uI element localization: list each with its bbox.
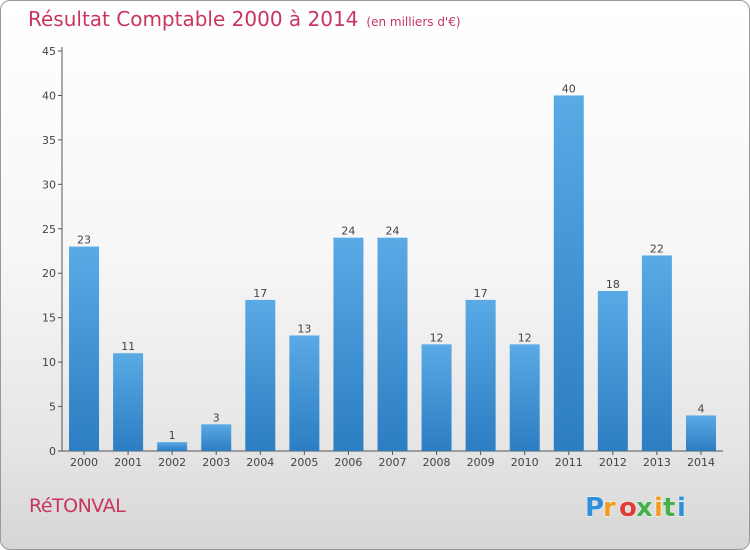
data-label-2014: 4: [697, 402, 704, 415]
data-label-2012: 18: [606, 278, 620, 291]
bar-2010: [509, 344, 540, 451]
logo-letter: P: [585, 493, 604, 523]
y-tick-label: 40: [42, 89, 56, 102]
x-tick-label: 2003: [202, 456, 230, 469]
data-label-2007: 24: [386, 225, 400, 238]
y-tick-label: 45: [42, 45, 56, 58]
bar-2004: [245, 299, 276, 451]
bar-2006: [333, 237, 364, 451]
bar-2013: [641, 255, 672, 451]
y-tick-label: 30: [42, 178, 56, 191]
data-label-2008: 12: [430, 331, 444, 344]
x-tick-label: 2007: [379, 456, 407, 469]
bar-2011: [553, 95, 584, 451]
commune-name: RéTONVAL: [29, 495, 126, 517]
bar-2009: [465, 299, 496, 451]
y-tick-label: 25: [42, 223, 56, 236]
bar-2000: [69, 246, 100, 451]
x-tick-label: 2002: [158, 456, 186, 469]
bar-2008: [421, 344, 452, 451]
data-label-2001: 11: [121, 340, 135, 353]
y-tick-label: 35: [42, 134, 56, 147]
bar-2012: [597, 291, 628, 451]
bar-2007: [377, 237, 408, 451]
y-tick-label: 5: [49, 401, 56, 414]
data-label-2000: 23: [77, 234, 91, 247]
x-tick-label: 2010: [511, 456, 539, 469]
bar-2005: [289, 335, 320, 451]
x-tick-label: 2001: [114, 456, 142, 469]
data-label-2003: 3: [213, 411, 220, 424]
x-tick-label: 2011: [555, 456, 583, 469]
bar-2003: [201, 424, 232, 451]
y-tick-label: 20: [42, 267, 56, 280]
data-label-2004: 17: [253, 287, 267, 300]
bar-2014: [685, 415, 716, 451]
bar-2002: [157, 442, 188, 451]
data-label-2013: 22: [650, 242, 664, 255]
x-tick-label: 2013: [643, 456, 671, 469]
bars: [69, 95, 716, 451]
x-tick-label: 2005: [290, 456, 318, 469]
axes: 0 5 10 15 20 25 30 35 40 45 2000 2001 2002 2003 2004 20…: [42, 45, 723, 469]
data-label-2010: 12: [518, 331, 532, 344]
y-tick-label: 0: [49, 445, 56, 458]
x-tick-label: 2014: [687, 456, 715, 469]
chart-title-text: Résultat Comptable 2000 à 2014: [28, 7, 359, 31]
logo-letter: t: [663, 493, 675, 523]
logo-letter: i: [677, 493, 686, 523]
logo-letter: r: [603, 493, 616, 523]
data-label-2009: 17: [474, 287, 488, 300]
chart-title: Résultat Comptable 2000 à 2014 (en millie…: [28, 7, 461, 31]
logo-letter: o: [619, 493, 637, 523]
y-tick-label: 15: [42, 312, 56, 325]
x-tick-label: 2009: [467, 456, 495, 469]
chart-subtitle: (en milliers d'€): [366, 15, 461, 29]
proxiti-logo[interactable]: Pr o x i t i: [583, 487, 693, 527]
logo-letter: i: [654, 493, 663, 523]
x-tick-label: 2006: [334, 456, 362, 469]
x-tick-label: 2012: [599, 456, 627, 469]
x-tick-label: 2000: [70, 456, 98, 469]
x-tick-label: 2004: [246, 456, 274, 469]
data-label-2011: 40: [562, 82, 576, 95]
bar-2001: [113, 353, 144, 451]
data-label-2002: 1: [169, 429, 176, 442]
y-tick-label: 10: [42, 356, 56, 369]
x-tick-label: 2008: [423, 456, 451, 469]
data-label-2005: 13: [297, 322, 311, 335]
logo-letter: x: [636, 493, 653, 523]
data-label-2006: 24: [341, 225, 355, 238]
